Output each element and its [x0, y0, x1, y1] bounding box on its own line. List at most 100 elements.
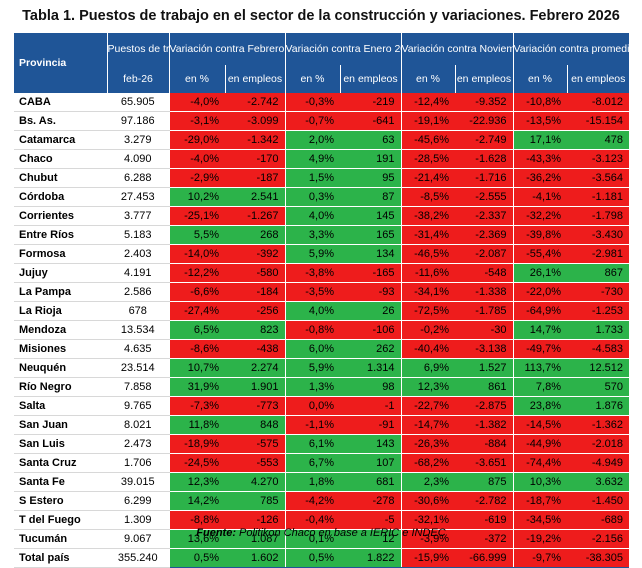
header-provincia: Provincia [14, 33, 107, 93]
pct-cell: 0,0% [284, 396, 340, 416]
empleos-cell: 98 [340, 377, 401, 397]
provincia-cell: Formosa [14, 244, 107, 264]
puestos-cell: 2.403 [107, 244, 169, 264]
empleos-cell: -3.430 [567, 225, 630, 245]
empleos-cell: -1.798 [567, 206, 630, 226]
empleos-cell: 1.527 [455, 358, 513, 378]
pct-cell: -0,8% [284, 320, 340, 340]
empleos-cell: 26 [340, 301, 401, 321]
header-emp: en empleos [339, 65, 401, 93]
provincia-cell: Catamarca [14, 130, 107, 150]
pct-cell: 6,5% [168, 320, 225, 340]
pct-cell: -29,0% [168, 130, 225, 150]
empleos-cell: 143 [340, 434, 401, 454]
empleos-cell: -1.338 [455, 282, 513, 302]
table-row: Santa Cruz 1.706 -24,5% -553 6,7% 107 -68,2% -3… [14, 453, 630, 473]
puestos-cell: 13.534 [107, 320, 169, 340]
puestos-cell: 97.186 [107, 111, 169, 131]
empleos-cell: -184 [225, 282, 285, 302]
pct-cell: -30,6% [400, 491, 455, 511]
empleos-cell: 1.822 [340, 548, 401, 568]
table-row: Chaco 4.090 -4,0% -170 4,9% 191 -28,5% -1.628 -4… [14, 149, 630, 169]
puestos-cell: 6.288 [107, 168, 169, 188]
header-group-4: Variación contra promedio 2007-2023 [512, 33, 630, 65]
empleos-cell: -256 [225, 301, 285, 321]
pct-cell: -8,8% [168, 510, 225, 530]
empleos-cell: -619 [455, 510, 513, 530]
empleos-cell: -278 [340, 491, 401, 511]
pct-cell: -36,2% [512, 168, 567, 188]
empleos-cell: -2.981 [567, 244, 630, 264]
empleos-cell: -5 [340, 510, 401, 530]
puestos-cell: 27.453 [107, 187, 169, 207]
empleos-cell: -38.305 [567, 548, 630, 568]
provincia-cell: Jujuy [14, 263, 107, 283]
provincia-cell: Río Negro [14, 377, 107, 397]
pct-cell: -12,2% [168, 263, 225, 283]
empleos-cell: -1.716 [455, 168, 513, 188]
pct-cell: -8,6% [168, 339, 225, 359]
puestos-cell: 23.514 [107, 358, 169, 378]
pct-cell: 1,8% [284, 472, 340, 492]
empleos-cell: -165 [340, 263, 401, 283]
pct-cell: 113,7% [512, 358, 567, 378]
puestos-cell: 678 [107, 301, 169, 321]
empleos-cell: -553 [225, 453, 285, 473]
puestos-cell: 2.473 [107, 434, 169, 454]
pct-cell: 6,7% [284, 453, 340, 473]
table-row: Tucumán 9.067 13,6% 1.087 0,1% 12 -3,9% -372 -19… [14, 529, 630, 549]
pct-cell: 7,8% [512, 377, 567, 397]
provincia-cell: S Estero [14, 491, 107, 511]
empleos-cell: -3.651 [455, 453, 513, 473]
puestos-cell: 6.299 [107, 491, 169, 511]
puestos-cell: 3.279 [107, 130, 169, 150]
empleos-cell: 95 [340, 168, 401, 188]
table-row: Córdoba 27.453 10,2% 2.541 0,3% 87 -8,5% -2.555… [14, 187, 630, 207]
provincia-cell: San Luis [14, 434, 107, 454]
table-row: Neuquén 23.514 10,7% 2.274 5,9% 1.314 6,9% 1.52… [14, 358, 630, 378]
empleos-cell: -1.342 [225, 130, 285, 150]
table-row: Entre Ríos 5.183 5,5% 268 3,3% 165 -31,4% -2.36… [14, 225, 630, 245]
empleos-cell: -641 [340, 111, 401, 131]
pct-cell: 1,3% [284, 377, 340, 397]
empleos-cell: 681 [340, 472, 401, 492]
pct-cell: -14,7% [400, 415, 455, 435]
empleos-cell: 861 [455, 377, 513, 397]
pct-cell: 4,0% [284, 206, 340, 226]
empleos-cell: -187 [225, 168, 285, 188]
total-row: Total país 355.240 0,5% 1.602 0,5% 1.822 -15,9… [14, 548, 630, 568]
empleos-cell: -1.181 [567, 187, 630, 207]
empleos-cell: 2.274 [225, 358, 285, 378]
pct-cell: -38,2% [400, 206, 455, 226]
empleos-cell: -548 [455, 263, 513, 283]
pct-cell: -7,3% [168, 396, 225, 416]
header-emp: en empleos [224, 65, 285, 93]
empleos-cell: 2.541 [225, 187, 285, 207]
header-emp: en empleos [454, 65, 513, 93]
empleos-cell: -2.875 [455, 396, 513, 416]
empleos-cell: -2.087 [455, 244, 513, 264]
pct-cell: -31,4% [400, 225, 455, 245]
pct-cell: 10,2% [168, 187, 225, 207]
table-row: Formosa 2.403 -14,0% -392 5,9% 134 -46,5% -2.08… [14, 244, 630, 264]
puestos-cell: 2.586 [107, 282, 169, 302]
table-row: Misiones 4.635 -8,6% -438 6,0% 262 -40,4% -3.13… [14, 339, 630, 359]
provincia-cell: Misiones [14, 339, 107, 359]
pct-cell: 0,3% [284, 187, 340, 207]
pct-cell: 5,9% [284, 244, 340, 264]
puestos-cell: 355.240 [107, 548, 169, 568]
empleos-cell: -580 [225, 263, 285, 283]
pct-cell: 11,8% [168, 415, 225, 435]
empleos-cell: -1 [340, 396, 401, 416]
provincia-cell: Mendoza [14, 320, 107, 340]
empleos-cell: 63 [340, 130, 401, 150]
pct-cell: -40,4% [400, 339, 455, 359]
pct-cell: -6,6% [168, 282, 225, 302]
empleos-cell: -106 [340, 320, 401, 340]
empleos-cell: -438 [225, 339, 285, 359]
empleos-cell: -884 [455, 434, 513, 454]
pct-cell: -34,1% [400, 282, 455, 302]
empleos-cell: -1.450 [567, 491, 630, 511]
pct-cell: -74,4% [512, 453, 567, 473]
pct-cell: -4,0% [168, 93, 225, 112]
